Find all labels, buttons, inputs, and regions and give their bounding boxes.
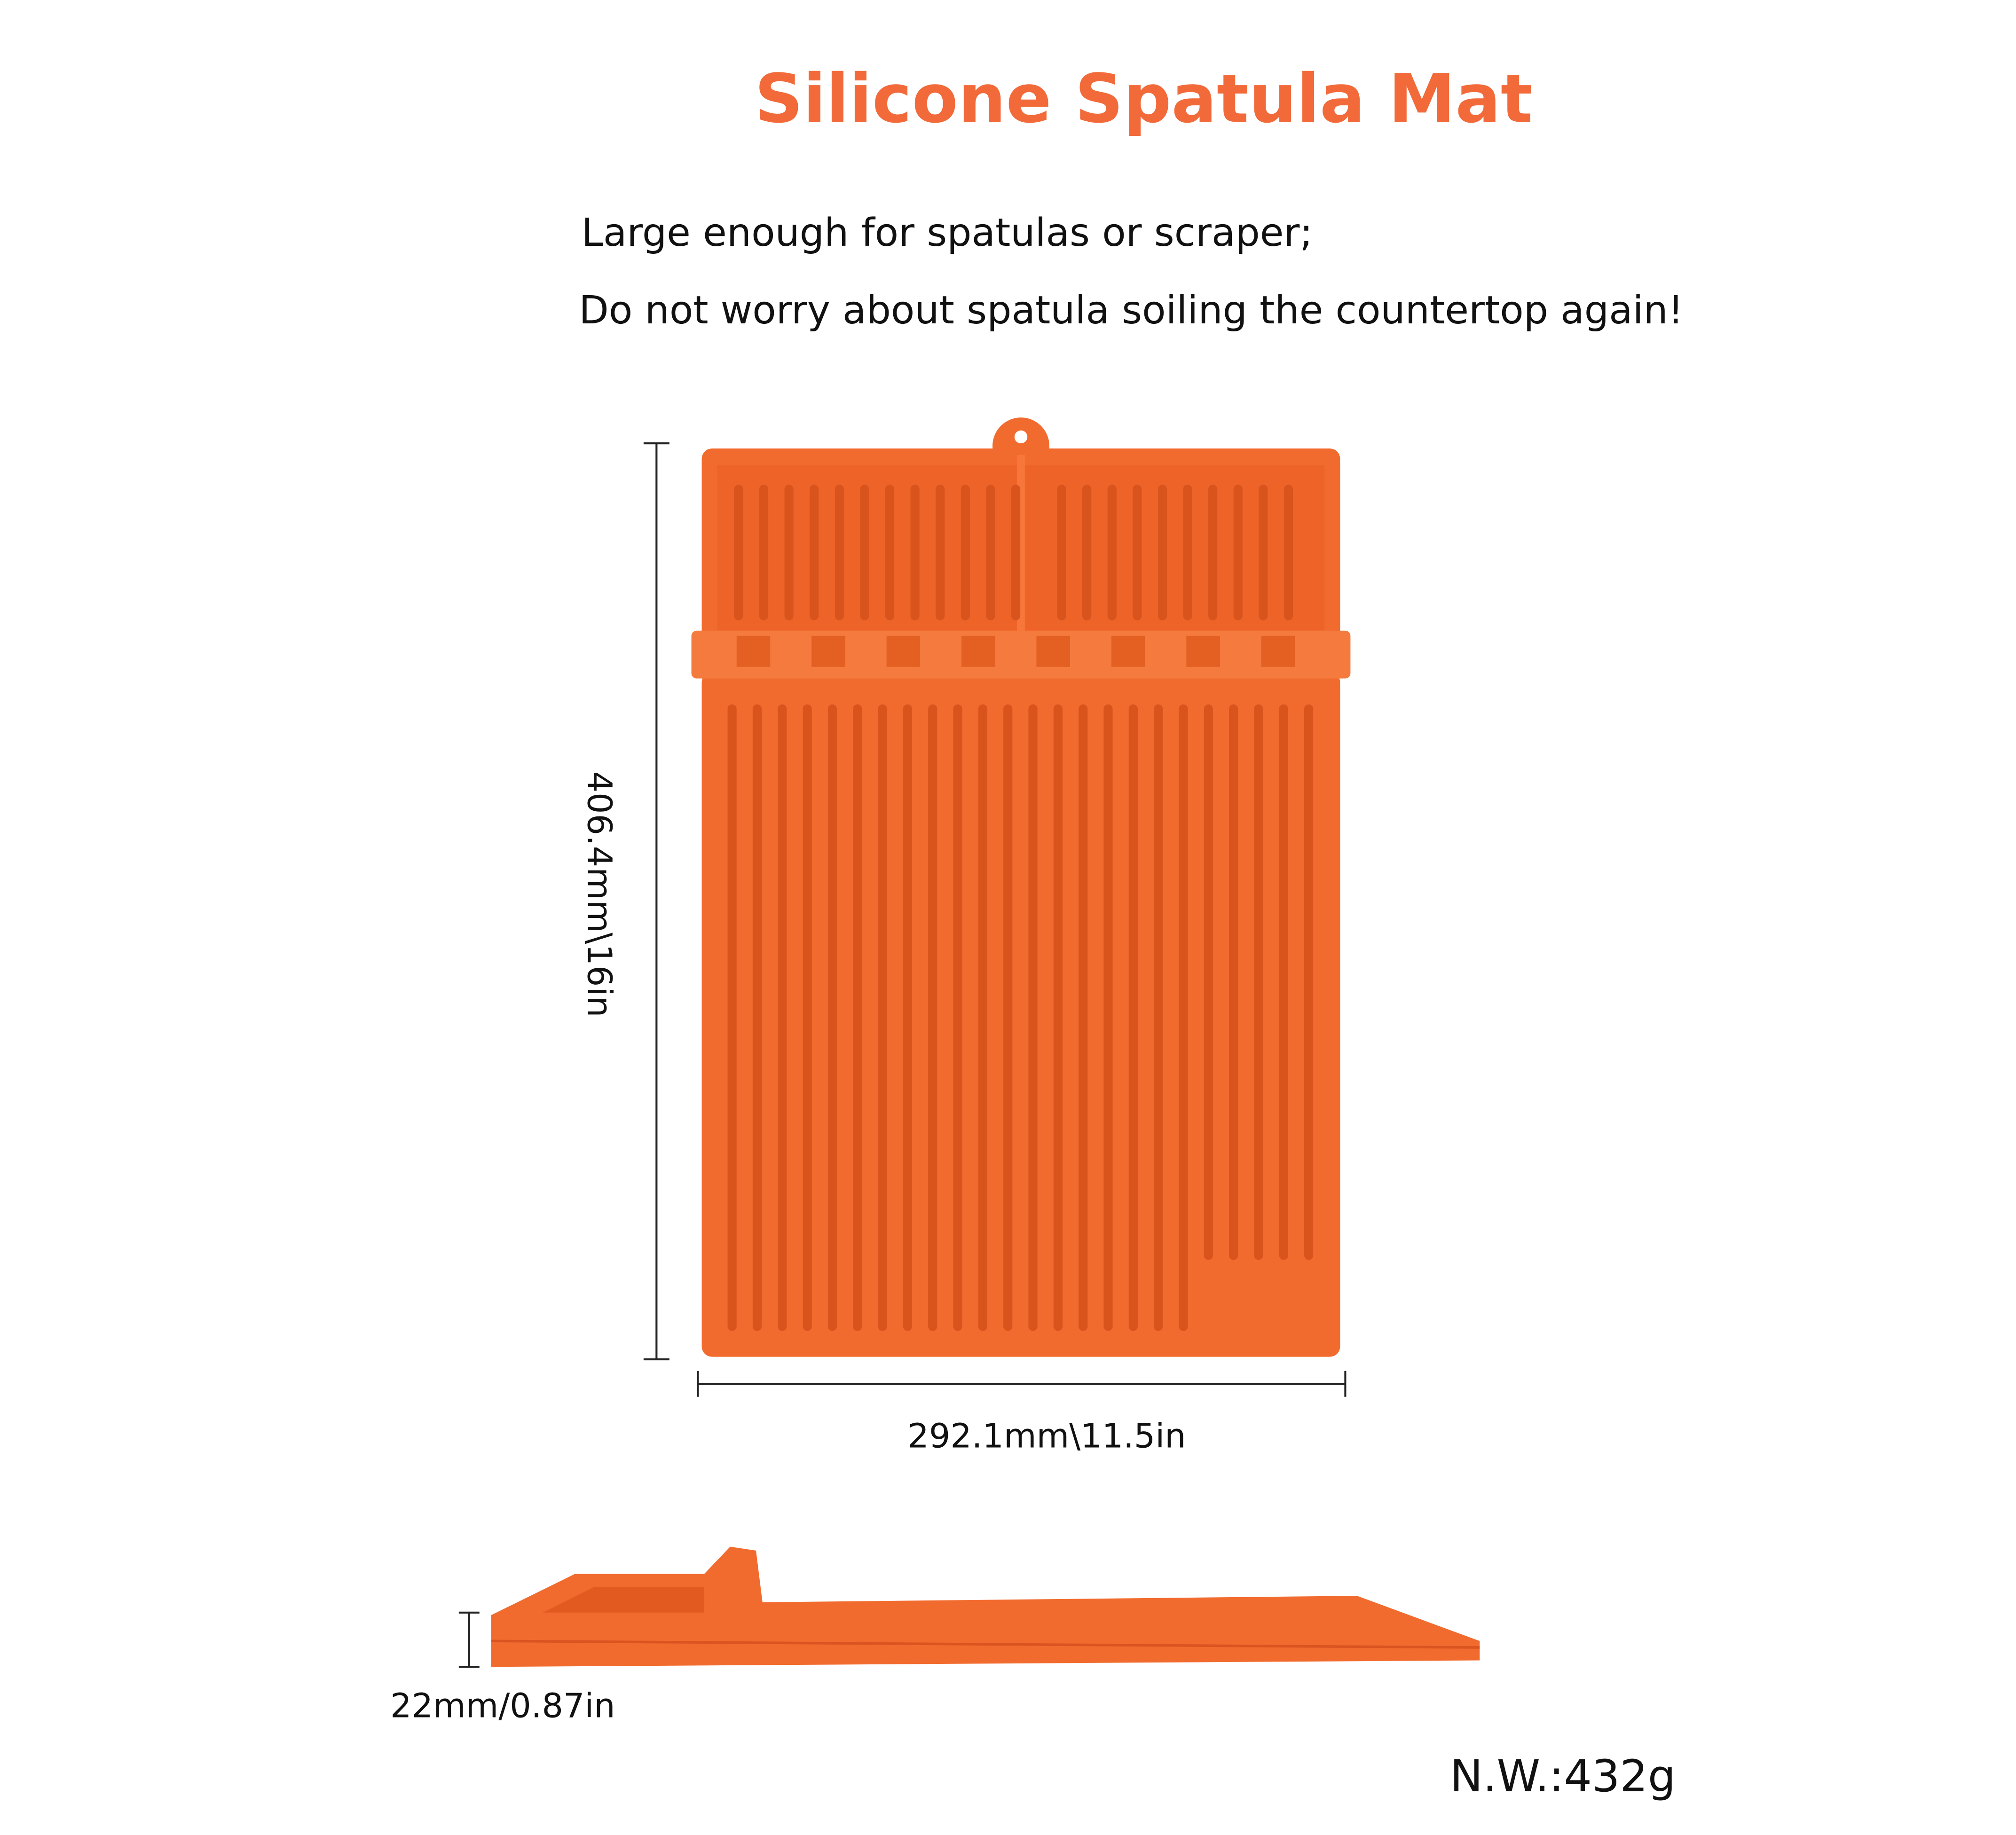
slot — [752, 704, 762, 1331]
slot — [910, 485, 920, 620]
slot — [1279, 704, 1288, 1260]
lower-tray — [701, 672, 1340, 1357]
slot — [903, 704, 913, 1331]
holder-notch — [886, 635, 921, 667]
slot — [1133, 485, 1142, 620]
holder-notch — [1261, 635, 1295, 667]
slot — [1154, 704, 1163, 1331]
slot — [1259, 485, 1268, 620]
side-edge — [491, 1639, 1480, 1649]
description-line: Do not worry about spatula soiling the c… — [579, 288, 1683, 333]
thickness-dimension — [458, 1611, 480, 1668]
holder-notch — [1036, 635, 1070, 667]
slot — [961, 485, 970, 620]
slot — [803, 704, 812, 1331]
slot — [853, 704, 862, 1331]
slot — [1229, 704, 1238, 1260]
mat-top-view — [691, 417, 1351, 1357]
slot — [928, 704, 937, 1331]
slot — [727, 704, 737, 1331]
holder-notch — [1111, 635, 1145, 667]
width-dimension — [697, 1371, 1347, 1397]
slot — [784, 485, 794, 620]
holder-notch — [736, 635, 771, 667]
slot — [986, 485, 995, 620]
slot — [1028, 704, 1038, 1331]
slot — [860, 485, 869, 620]
slot — [1254, 704, 1263, 1260]
slot — [953, 704, 962, 1331]
thickness-label: 22mm/0.87in — [390, 1686, 615, 1725]
slot — [1183, 485, 1192, 620]
slot — [810, 485, 819, 620]
holder-notch — [961, 635, 995, 667]
slot — [1082, 485, 1092, 620]
slot — [835, 485, 844, 620]
slot — [759, 485, 769, 620]
slot — [1057, 485, 1066, 620]
slot — [885, 485, 895, 620]
slot — [1128, 704, 1138, 1331]
slot — [1208, 485, 1218, 620]
slot — [734, 485, 743, 620]
slot — [1053, 704, 1063, 1331]
slot — [1011, 485, 1021, 620]
slot — [1107, 485, 1117, 620]
title: Silicone Spatula Mat — [755, 59, 1533, 138]
hang-hole — [1014, 430, 1028, 444]
slot — [778, 704, 787, 1331]
slot — [878, 704, 887, 1331]
slot — [978, 704, 988, 1331]
slot — [1179, 704, 1188, 1331]
holder-notch — [1186, 635, 1220, 667]
slot — [1204, 704, 1213, 1260]
slot — [1304, 704, 1314, 1260]
slot — [936, 485, 945, 620]
slot — [827, 704, 837, 1331]
side-shading — [543, 1586, 705, 1613]
height-dimension — [643, 442, 669, 1361]
ridge — [691, 630, 1351, 679]
height-label: 406.4mm\16in — [580, 771, 619, 1018]
slot — [1003, 704, 1013, 1331]
slot — [1103, 704, 1113, 1331]
slot — [1158, 485, 1167, 620]
description-line: Large enough for spatulas or scraper; — [582, 210, 1313, 255]
side-profile — [491, 1546, 1480, 1667]
slot — [1079, 704, 1088, 1331]
width-label: 292.1mm\11.5in — [907, 1416, 1186, 1455]
holder-notch — [811, 635, 845, 667]
slot — [1233, 485, 1243, 620]
slot — [1284, 485, 1293, 620]
mat-side-view — [491, 1546, 1480, 1667]
weight-label: N.W.:432g — [1450, 1751, 1676, 1802]
